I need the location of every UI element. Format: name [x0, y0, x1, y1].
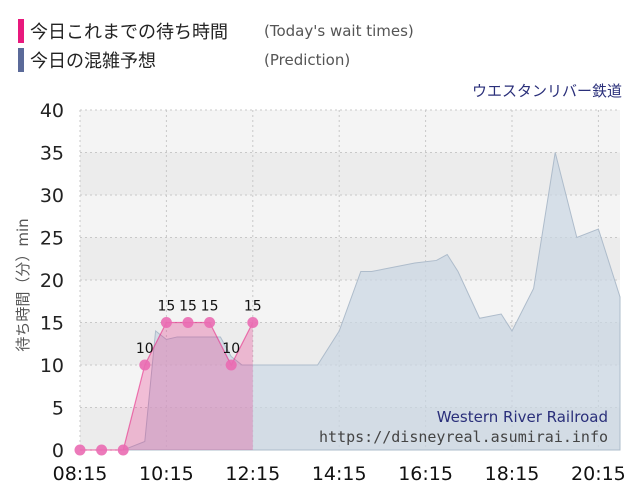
y-tick-label: 10 — [40, 355, 64, 377]
legend-prediction-swatch — [18, 48, 24, 72]
today-point — [139, 359, 151, 371]
data-label: 15 — [201, 299, 219, 315]
y-tick-label: 35 — [40, 143, 64, 165]
data-label: 15 — [157, 299, 175, 315]
legend-today-label: 今日これまでの待ち時間 — [30, 22, 228, 43]
legend-today-note: (Today's wait times) — [264, 22, 414, 40]
y-tick-label: 15 — [40, 313, 64, 335]
today-point — [247, 317, 259, 328]
x-tick-label: 14:15 — [312, 463, 367, 485]
data-label: 10 — [136, 341, 154, 357]
y-tick-label: 5 — [52, 398, 64, 420]
today-point — [182, 317, 194, 328]
data-label: 15 — [244, 299, 262, 315]
legend-today: 今日これまでの待ち時間 (Today's wait times) — [18, 18, 414, 44]
watermark-url: https://disneyreal.asumirai.info — [319, 428, 608, 446]
y-tick-label: 30 — [40, 185, 64, 207]
today-point — [117, 444, 129, 456]
data-label: 15 — [179, 299, 197, 315]
x-tick-label: 10:15 — [139, 463, 194, 485]
prediction-area — [123, 152, 621, 451]
today-point — [225, 359, 237, 371]
x-tick-label: 08:15 — [53, 463, 108, 485]
y-axis-label: 待ち時間（分）min — [14, 218, 32, 351]
legend-prediction-note: (Prediction) — [264, 51, 351, 69]
x-tick-label: 16:15 — [398, 463, 453, 485]
today-point — [160, 317, 172, 328]
y-tick-label: 40 — [40, 100, 64, 122]
y-tick-label: 0 — [52, 440, 64, 462]
attraction-name: ウエスタンリバー鉄道 — [471, 82, 622, 100]
today-point — [204, 317, 216, 328]
today-point — [74, 444, 86, 456]
today-point — [96, 444, 108, 456]
x-tick-label: 12:15 — [225, 463, 280, 485]
watermark-name: Western River Railroad — [437, 408, 608, 426]
data-label: 10 — [222, 341, 240, 357]
legend-prediction: 今日の混雑予想 (Prediction) — [18, 47, 350, 73]
y-tick-label: 25 — [40, 228, 64, 250]
x-tick-label: 18:15 — [485, 463, 540, 485]
plot-band — [80, 237, 620, 280]
x-tick-label: 20:15 — [571, 463, 626, 485]
legend-today-swatch — [18, 19, 24, 43]
plot-band — [80, 152, 620, 195]
today-area — [80, 322, 253, 450]
y-tick-label: 20 — [40, 270, 64, 292]
legend-prediction-label: 今日の混雑予想 — [30, 51, 156, 72]
